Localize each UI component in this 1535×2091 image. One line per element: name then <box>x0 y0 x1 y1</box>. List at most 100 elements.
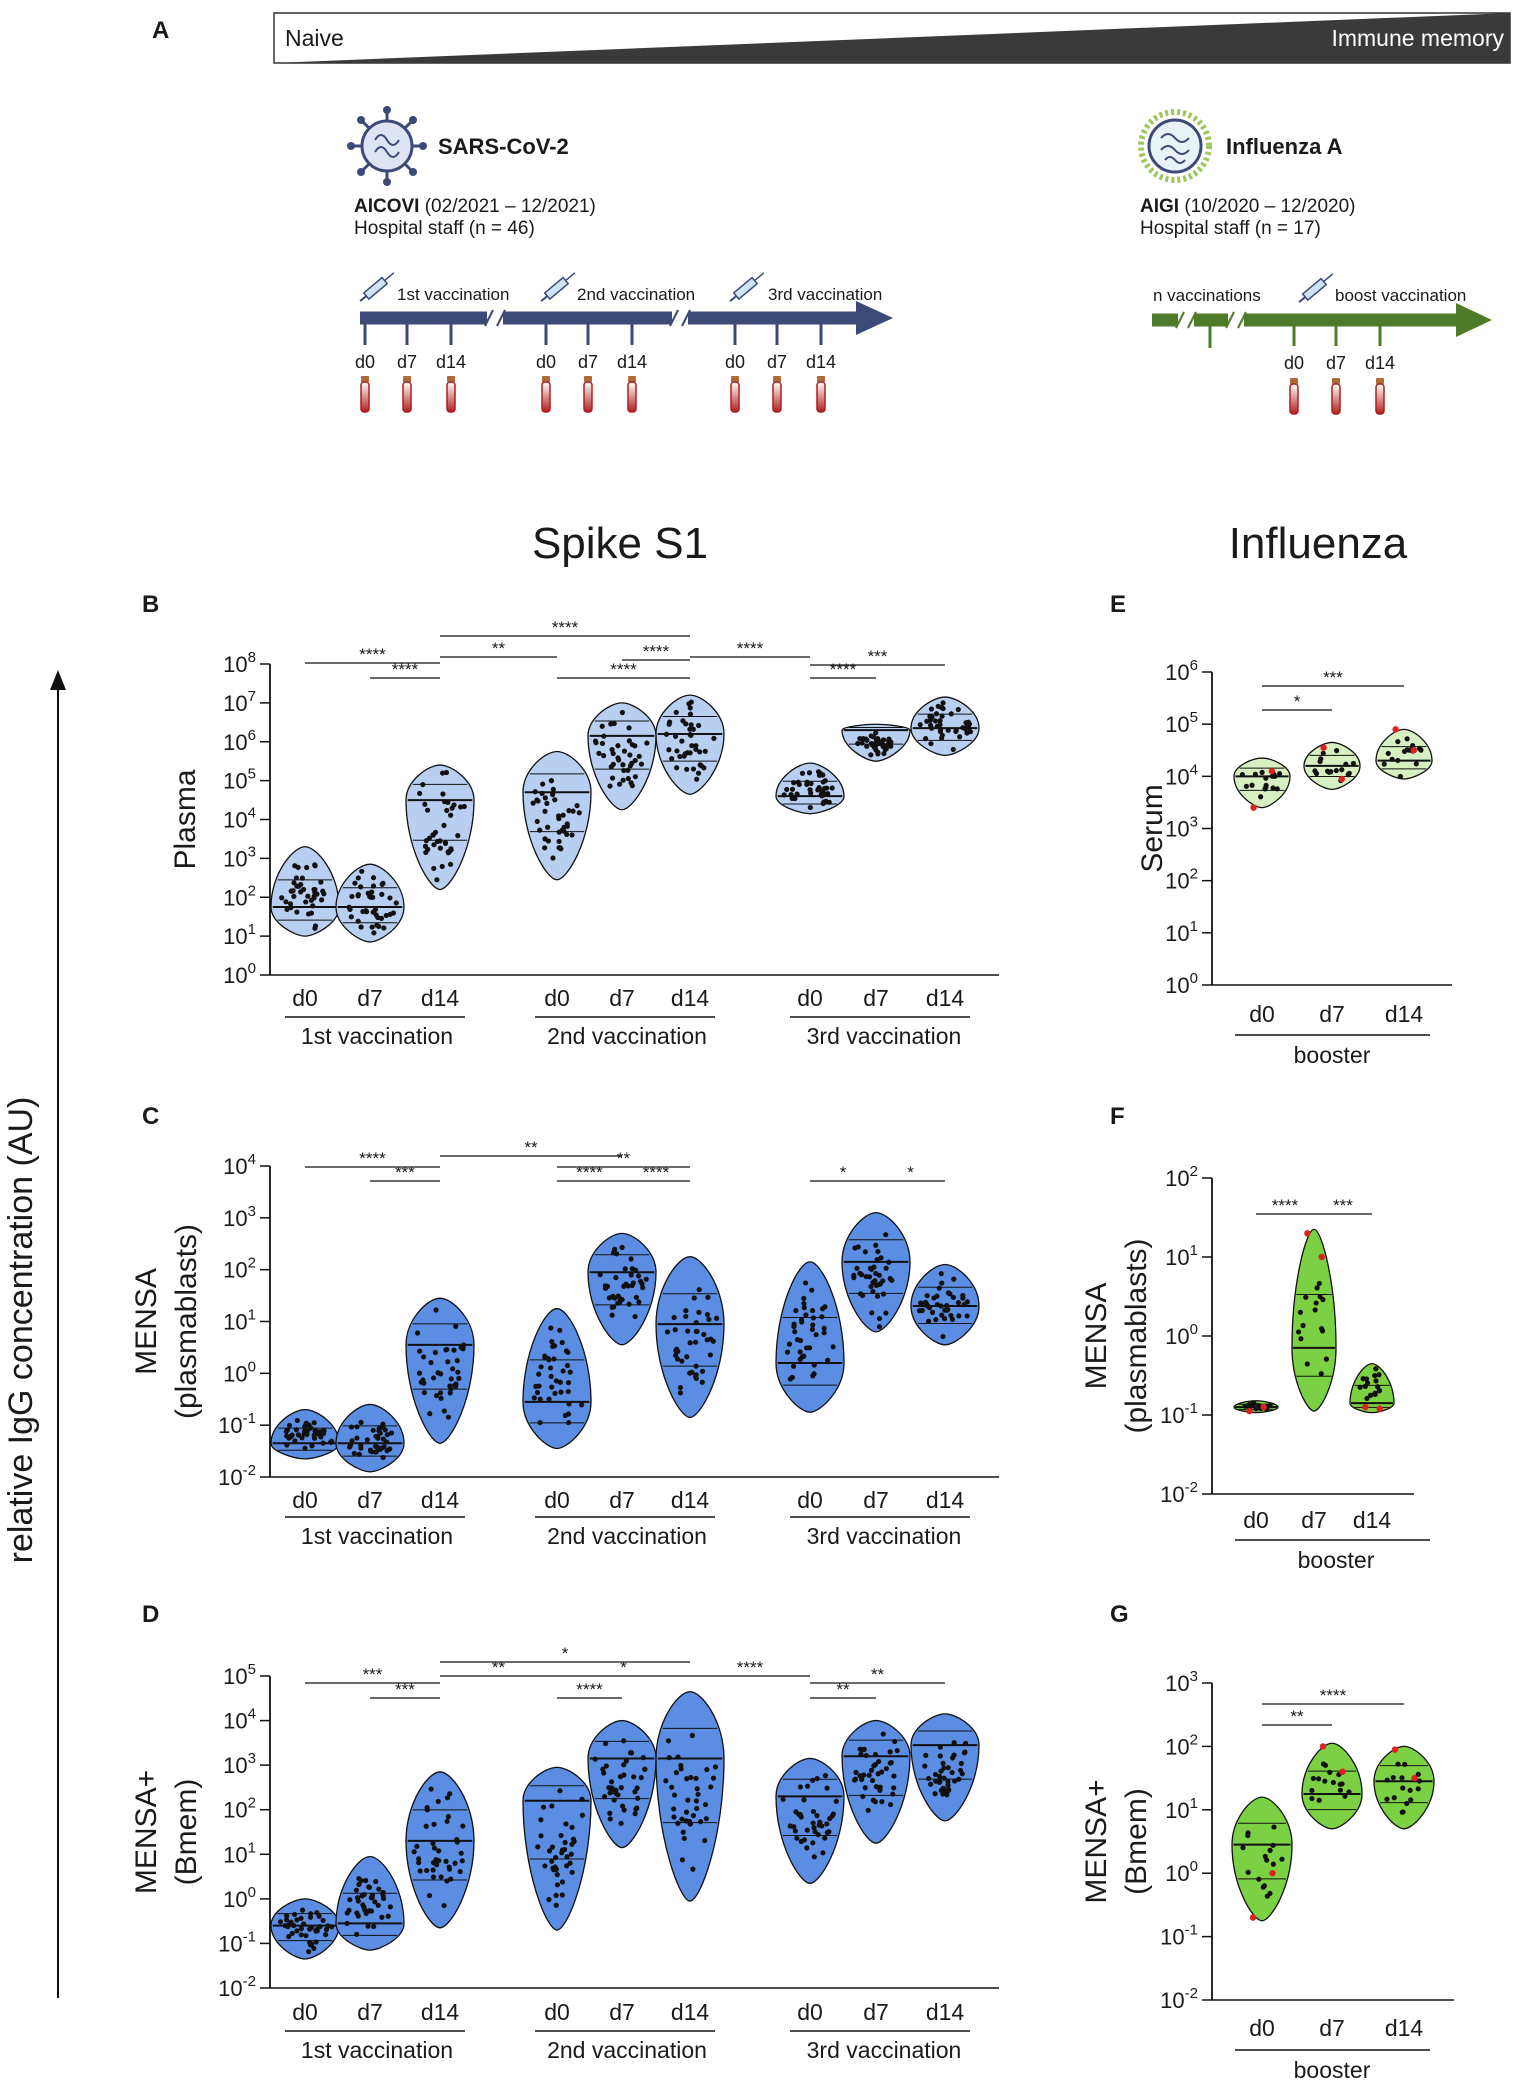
data-point <box>293 1427 299 1433</box>
data-point <box>1270 785 1276 791</box>
data-point <box>1372 1372 1378 1379</box>
data-point <box>816 784 822 791</box>
data-point <box>356 1451 362 1457</box>
y-tick-label: 106 <box>1165 657 1198 685</box>
data-point <box>354 1424 360 1430</box>
data-point <box>370 883 377 889</box>
y-tick-label: 104 <box>223 805 256 833</box>
data-point <box>1404 736 1410 742</box>
tick-exponent: 3 <box>1190 1668 1198 1685</box>
data-point <box>1334 748 1340 754</box>
data-point <box>964 1299 971 1305</box>
data-point <box>938 1271 944 1277</box>
data-point <box>456 1375 462 1381</box>
x-category-label: d7 <box>357 1487 383 1513</box>
x-group-label: 2nd vaccination <box>547 1023 707 1049</box>
data-point <box>932 1771 939 1778</box>
violin <box>1291 1228 1337 1412</box>
data-point <box>694 1328 700 1335</box>
timeline-break-mark <box>1225 311 1235 329</box>
tick-exponent: 0 <box>248 960 256 977</box>
data-point <box>435 1798 441 1805</box>
data-point <box>684 1776 690 1782</box>
data-point <box>804 1845 810 1851</box>
tube-body <box>402 381 412 413</box>
tick-base: 10 <box>1165 1798 1189 1823</box>
blood-tube-icon <box>446 376 456 413</box>
data-point <box>666 1755 672 1761</box>
data-point <box>540 781 546 787</box>
data-point <box>933 711 940 717</box>
data-point <box>608 1789 614 1795</box>
data-point <box>349 1438 355 1444</box>
data-point <box>308 897 314 903</box>
data-point <box>1274 786 1280 792</box>
data-point <box>549 1338 555 1345</box>
data-point <box>290 888 296 894</box>
data-point <box>534 1389 541 1396</box>
x-group-label: 3rd vaccination <box>807 1523 962 1549</box>
tick-exponent: 2 <box>248 1255 256 1272</box>
data-point <box>1264 1857 1270 1863</box>
data-point <box>1333 767 1339 774</box>
data-point <box>1316 1797 1322 1803</box>
data-point <box>675 1754 681 1760</box>
data-point <box>892 1738 898 1745</box>
data-point <box>293 875 300 881</box>
data-point <box>387 1446 393 1452</box>
data-point <box>347 906 353 912</box>
data-point <box>542 1353 548 1359</box>
data-point <box>294 909 300 915</box>
significance-stars: **** <box>576 1680 603 1699</box>
blood-tube-icon <box>1289 378 1299 415</box>
highlight-point <box>1339 1768 1346 1775</box>
data-point <box>955 1300 962 1306</box>
data-point <box>787 1376 793 1382</box>
sars-study-period: (02/2021 – 12/2021) <box>419 196 595 217</box>
data-point <box>298 889 304 895</box>
tick-exponent: -1 <box>243 1928 256 1945</box>
data-point <box>447 1791 453 1797</box>
data-point <box>564 1854 570 1860</box>
tick-base: 10 <box>1165 973 1189 998</box>
data-point <box>945 727 951 733</box>
highlight-point <box>1250 804 1257 811</box>
data-point <box>631 1774 637 1780</box>
data-point <box>962 1749 968 1755</box>
data-point <box>629 760 635 766</box>
data-point <box>937 721 943 728</box>
data-point <box>303 899 309 905</box>
data-point <box>964 1313 970 1319</box>
data-point <box>323 1931 329 1938</box>
data-point <box>424 1807 430 1813</box>
data-point <box>289 1930 295 1936</box>
data-point <box>359 1893 365 1899</box>
data-point <box>299 1435 305 1441</box>
data-point <box>957 1767 964 1773</box>
data-point <box>417 1868 423 1874</box>
data-point <box>1402 1761 1408 1767</box>
data-point <box>309 1443 315 1449</box>
tick-base: 10 <box>1160 1403 1184 1428</box>
data-point <box>363 1877 369 1884</box>
data-point <box>876 1315 883 1322</box>
data-point <box>799 1319 805 1325</box>
data-point <box>708 1784 714 1790</box>
tick-base: 10 <box>223 1310 247 1335</box>
data-point <box>547 1365 554 1371</box>
data-point <box>561 828 567 834</box>
sars-vaccination-label: 2nd vaccination <box>577 285 695 304</box>
data-point <box>1243 783 1249 789</box>
data-point <box>966 721 973 727</box>
data-point <box>865 1807 871 1813</box>
x-category-label: d7 <box>1319 1001 1345 1027</box>
x-category-label: d0 <box>544 1487 570 1513</box>
data-point <box>923 736 929 742</box>
data-point <box>810 1315 817 1321</box>
sars-title: SARS-CoV-2 <box>438 134 569 159</box>
significance-stars: *** <box>1323 668 1343 687</box>
data-point <box>638 1278 644 1284</box>
data-point <box>329 1438 335 1444</box>
data-point <box>640 1755 646 1761</box>
blood-tube-icon <box>360 376 370 413</box>
